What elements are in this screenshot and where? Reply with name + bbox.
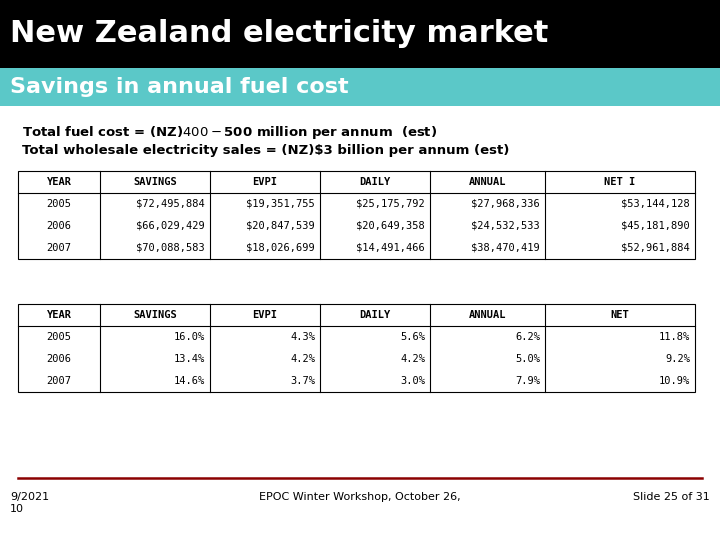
Text: 11.8%: 11.8% <box>659 332 690 342</box>
Text: ANNUAL: ANNUAL <box>469 177 506 187</box>
Text: Total wholesale electricity sales = (NZ)$3 billion per annum (est): Total wholesale electricity sales = (NZ)… <box>22 144 509 157</box>
Text: 2006: 2006 <box>47 221 71 231</box>
Text: EVPI: EVPI <box>253 177 277 187</box>
Text: $38,470,419: $38,470,419 <box>472 243 540 253</box>
Bar <box>18 304 695 392</box>
Text: $27,968,336: $27,968,336 <box>472 199 540 209</box>
Text: SAVINGS: SAVINGS <box>133 310 177 320</box>
Text: SAVINGS: SAVINGS <box>133 177 177 187</box>
Text: YEAR: YEAR <box>47 310 71 320</box>
Text: $53,144,128: $53,144,128 <box>621 199 690 209</box>
Text: 2005: 2005 <box>47 332 71 342</box>
Text: $25,175,792: $25,175,792 <box>356 199 425 209</box>
Text: $20,649,358: $20,649,358 <box>356 221 425 231</box>
Text: $72,495,884: $72,495,884 <box>136 199 205 209</box>
Bar <box>0 68 720 106</box>
Text: $52,961,884: $52,961,884 <box>621 243 690 253</box>
Text: 4.2%: 4.2% <box>290 354 315 364</box>
Bar <box>0 0 720 68</box>
Text: 3.7%: 3.7% <box>290 376 315 386</box>
Text: 14.6%: 14.6% <box>174 376 205 386</box>
Bar <box>18 171 695 259</box>
Text: EPOC Winter Workshop, October 26,: EPOC Winter Workshop, October 26, <box>259 492 461 502</box>
Text: $24,532,533: $24,532,533 <box>472 221 540 231</box>
Text: 9.2%: 9.2% <box>665 354 690 364</box>
Text: EVPI: EVPI <box>253 310 277 320</box>
Text: DAILY: DAILY <box>359 310 391 320</box>
Text: 2007: 2007 <box>47 376 71 386</box>
Text: $66,029,429: $66,029,429 <box>136 221 205 231</box>
Text: New Zealand electricity market: New Zealand electricity market <box>10 19 549 49</box>
Text: 5.0%: 5.0% <box>515 354 540 364</box>
Text: Total fuel cost = (NZ)$400-$500 million per annum  (est): Total fuel cost = (NZ)$400-$500 million … <box>22 124 437 141</box>
Text: 16.0%: 16.0% <box>174 332 205 342</box>
Text: 3.0%: 3.0% <box>400 376 425 386</box>
Text: NET: NET <box>611 310 629 320</box>
Text: 13.4%: 13.4% <box>174 354 205 364</box>
Text: 4.3%: 4.3% <box>290 332 315 342</box>
Text: Slide 25 of 31: Slide 25 of 31 <box>634 492 710 502</box>
Text: $14,491,466: $14,491,466 <box>356 243 425 253</box>
Text: 7.9%: 7.9% <box>515 376 540 386</box>
Text: 2007: 2007 <box>47 243 71 253</box>
Text: 2005: 2005 <box>47 199 71 209</box>
Text: 2006: 2006 <box>47 354 71 364</box>
Text: 9/2021
10: 9/2021 10 <box>10 492 49 515</box>
Text: 6.2%: 6.2% <box>515 332 540 342</box>
Text: DAILY: DAILY <box>359 177 391 187</box>
Text: 5.6%: 5.6% <box>400 332 425 342</box>
Text: $20,847,539: $20,847,539 <box>246 221 315 231</box>
Text: NET I: NET I <box>604 177 636 187</box>
Text: ANNUAL: ANNUAL <box>469 310 506 320</box>
Text: $19,351,755: $19,351,755 <box>246 199 315 209</box>
Text: $45,181,890: $45,181,890 <box>621 221 690 231</box>
Text: $18,026,699: $18,026,699 <box>246 243 315 253</box>
Text: YEAR: YEAR <box>47 177 71 187</box>
Text: $70,088,583: $70,088,583 <box>136 243 205 253</box>
Text: 4.2%: 4.2% <box>400 354 425 364</box>
Text: Savings in annual fuel cost: Savings in annual fuel cost <box>10 77 348 97</box>
Text: 10.9%: 10.9% <box>659 376 690 386</box>
